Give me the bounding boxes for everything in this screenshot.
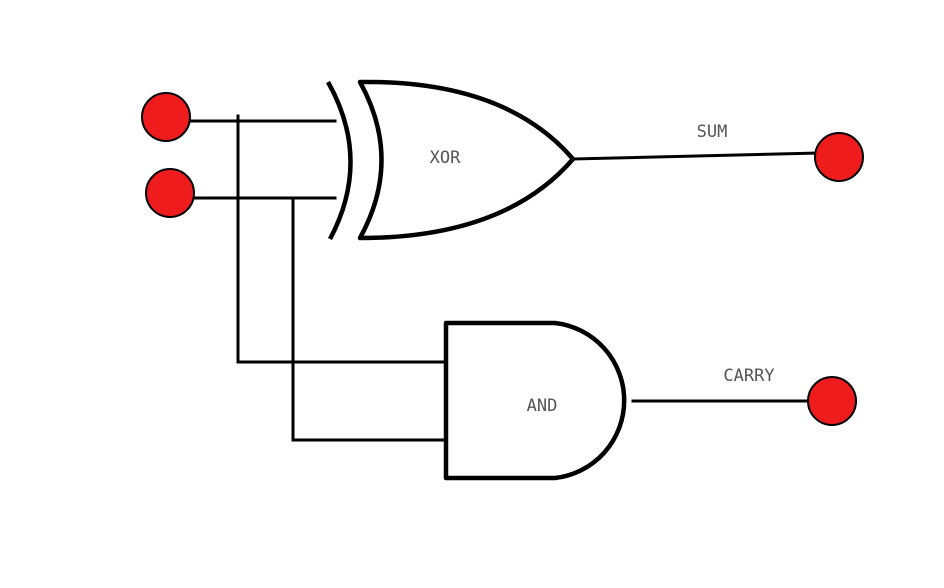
carry-output-node[interactable]: [807, 376, 857, 426]
wire-input-b-to-and: [291, 196, 446, 442]
wire-sum-output: [571, 151, 820, 161]
wire-input-a-to-and: [236, 114, 446, 364]
xor-label: XOR: [430, 148, 461, 168]
sum-label: SUM: [697, 122, 728, 142]
and-label: AND: [527, 396, 558, 416]
and-gate: [443, 320, 627, 481]
sum-output-node[interactable]: [814, 132, 864, 182]
xor-gate-back-curve: [326, 80, 353, 241]
input-b-node[interactable]: [145, 168, 195, 218]
carry-label: CARRY: [723, 366, 774, 386]
input-a-node[interactable]: [141, 92, 191, 142]
xor-gate: [357, 79, 576, 241]
